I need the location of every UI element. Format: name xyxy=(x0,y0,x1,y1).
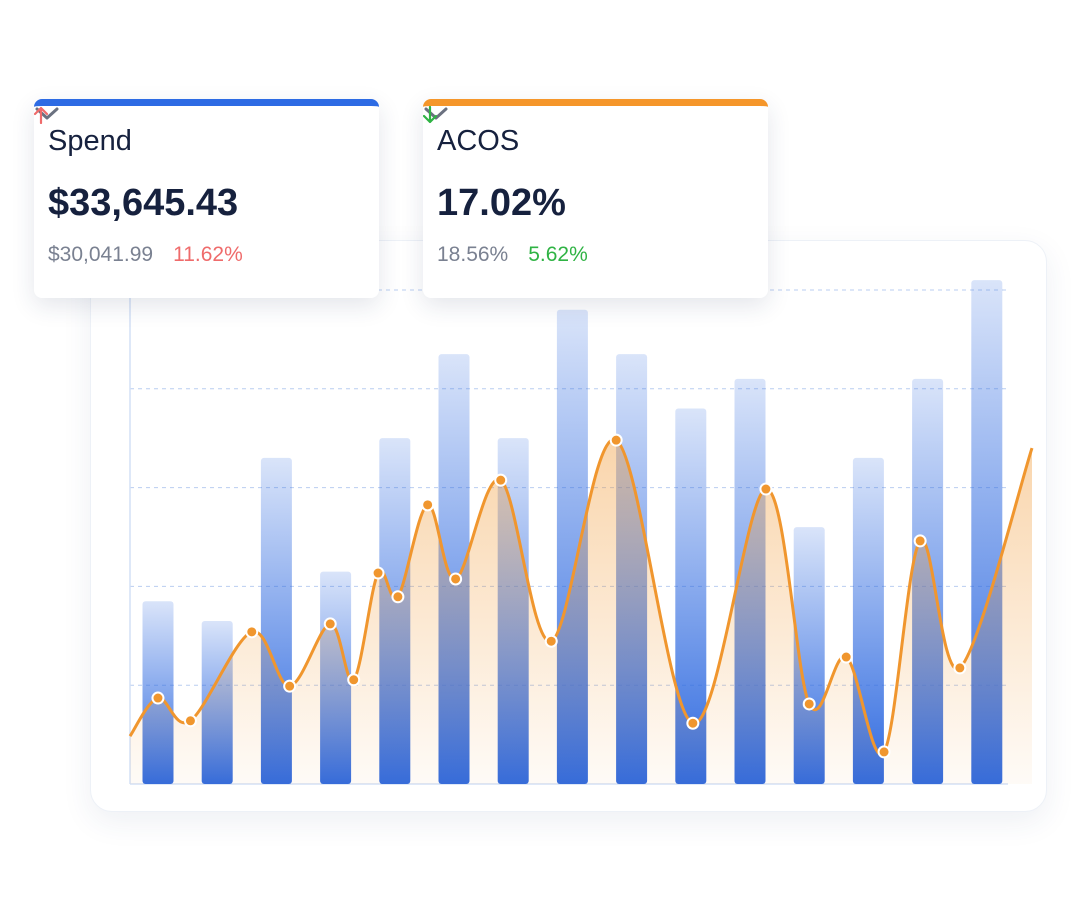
card-header: Spend xyxy=(35,107,365,158)
point xyxy=(877,745,891,759)
metric-value: 17.02% xyxy=(437,182,566,224)
point xyxy=(913,534,927,548)
card-header: ACOS xyxy=(424,107,754,158)
point xyxy=(839,650,853,664)
point xyxy=(953,661,967,675)
point xyxy=(151,691,165,705)
point xyxy=(494,473,508,487)
metric-label: ACOS xyxy=(437,124,520,157)
change-arrow xyxy=(34,106,48,124)
point xyxy=(686,716,700,730)
point xyxy=(371,566,385,580)
point xyxy=(283,679,297,693)
point xyxy=(609,433,623,447)
point xyxy=(802,697,816,711)
metric-comparison: $30,041.99 11.62% xyxy=(34,106,365,267)
change: 11.62% xyxy=(34,106,243,267)
point xyxy=(544,634,558,648)
metric-value: $33,645.43 xyxy=(48,182,239,224)
point xyxy=(391,590,405,604)
metric-card: ACOS 17.02% 18.56% 5.62% xyxy=(423,99,768,298)
metric-label: Spend xyxy=(48,124,132,157)
change-arrow xyxy=(423,106,437,124)
change-value: 5.62% xyxy=(528,243,588,266)
previous-value: 18.56% xyxy=(437,243,509,266)
point xyxy=(183,714,197,728)
change: 5.62% xyxy=(423,106,588,267)
point xyxy=(323,617,337,631)
arrow-icon xyxy=(34,106,48,124)
bar xyxy=(675,408,707,784)
point xyxy=(421,498,435,512)
previous-value: $30,041.99 xyxy=(48,243,154,266)
metric-comparison: 18.56% 5.62% xyxy=(423,106,754,267)
point xyxy=(347,673,361,687)
metric-card: Spend $33,645.43 $30,041.99 11.62% xyxy=(34,99,379,298)
arrow-icon xyxy=(423,106,437,124)
point xyxy=(449,572,463,586)
point xyxy=(759,482,773,496)
point xyxy=(245,625,259,639)
change-value: 11.62% xyxy=(173,243,243,266)
